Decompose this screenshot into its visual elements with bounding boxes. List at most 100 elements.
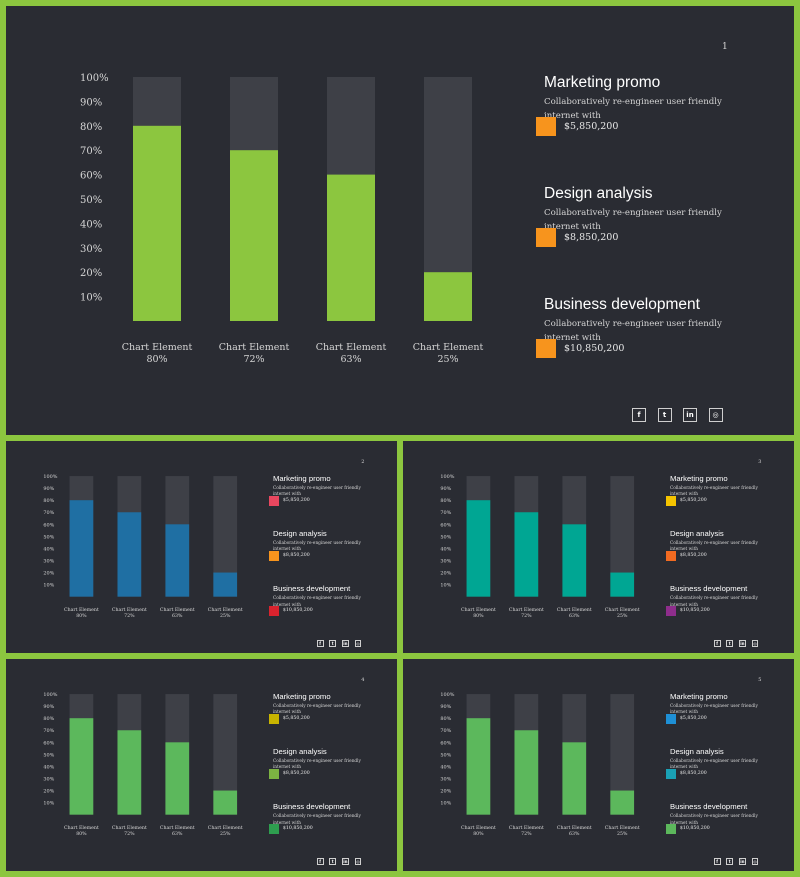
category-label: Chart Element: [461, 607, 496, 613]
twitter-icon[interactable]: t: [726, 858, 734, 866]
y-tick-label: 50%: [43, 534, 54, 540]
instagram-icon[interactable]: ◎: [751, 640, 759, 648]
y-tick-label: 40%: [80, 219, 102, 230]
color-square: [268, 606, 279, 616]
facebook-icon[interactable]: f: [632, 408, 646, 422]
bar: [514, 730, 539, 815]
item-value: $5,850,200: [564, 121, 619, 132]
page-number: 5: [758, 676, 762, 683]
instagram-icon[interactable]: ◎: [354, 858, 362, 866]
legend-item: Marketing promo Collaboratively re-engine…: [268, 474, 362, 506]
category-label: Chart Element: [509, 825, 544, 831]
category-label: Chart Element: [461, 825, 496, 831]
instagram-icon[interactable]: ◎: [354, 640, 362, 648]
value-row: $8,850,200: [665, 769, 759, 779]
page-number: 1: [722, 42, 728, 52]
data-label: 25%: [437, 354, 458, 365]
value-row: $8,850,200: [665, 551, 759, 561]
item-value: $10,850,200: [282, 826, 313, 832]
item-title: Design analysis: [272, 528, 327, 538]
twitter-icon[interactable]: t: [657, 408, 672, 422]
facebook-icon[interactable]: f: [713, 858, 721, 866]
item-value: $8,850,200: [282, 771, 310, 777]
legend-item: Business development Collaboratively re-e…: [665, 584, 759, 616]
item-description: Collaboratively re-engineer user friendl…: [544, 97, 722, 121]
social-icons: f t in ◎: [713, 858, 765, 866]
value-row: $8,850,200: [536, 228, 724, 247]
y-tick-label: 60%: [440, 522, 451, 528]
bar: [165, 524, 190, 597]
instagram-icon[interactable]: ◎: [708, 408, 723, 422]
bar-chart: 10% 20% 30% 40% 50% 60% 70% 80% 90% 100% Chart Ele…: [43, 474, 242, 619]
bar-chart: 10% 20% 30% 40% 50% 60% 70% 80% 90% 100% Chart Ele…: [43, 692, 243, 837]
linkedin-icon[interactable]: in: [738, 640, 746, 648]
y-tick-label: 100%: [43, 692, 57, 698]
y-tick-label: 10%: [43, 583, 54, 589]
data-label: 63%: [172, 831, 183, 837]
linkedin-icon[interactable]: in: [341, 640, 349, 648]
y-tick-label: 70%: [440, 510, 451, 516]
item-value: $5,850,200: [282, 498, 310, 504]
item-title: Design analysis: [272, 746, 327, 756]
slide-2: 2 10% 20% 30% 40% 50% 60% 70% 80% 90% 100% Chart El…: [6, 441, 397, 653]
y-tick-label: 60%: [43, 522, 54, 528]
y-tick-label: 40%: [440, 546, 451, 552]
data-label: 80%: [76, 831, 87, 837]
y-tick-label: 90%: [80, 97, 102, 108]
y-tick-label: 10%: [80, 293, 102, 304]
y-tick-label: 90%: [43, 704, 54, 710]
bar-chart: 10% 20% 30% 40% 50% 60% 70% 80% 90% 100% Chart Ele…: [440, 474, 639, 619]
item-value: $5,850,200: [679, 498, 707, 504]
facebook-icon[interactable]: f: [316, 858, 324, 866]
color-square: [268, 551, 279, 561]
bar-background: [610, 694, 635, 815]
color-square: [268, 769, 279, 779]
linkedin-icon[interactable]: in: [738, 858, 746, 866]
item-title: Design analysis: [669, 746, 724, 756]
item-value: $8,850,200: [679, 771, 707, 777]
value-row: $5,850,200: [665, 714, 759, 724]
y-tick-label: 10%: [440, 801, 451, 807]
bar: [424, 272, 472, 321]
instagram-icon[interactable]: ◎: [751, 858, 759, 866]
linkedin-icon[interactable]: in: [341, 858, 349, 866]
facebook-icon[interactable]: f: [713, 640, 721, 648]
twitter-icon[interactable]: t: [726, 640, 734, 648]
bar: [69, 500, 94, 597]
data-label: 25%: [617, 613, 628, 619]
twitter-icon[interactable]: t: [329, 640, 337, 648]
facebook-icon[interactable]: f: [316, 640, 324, 648]
item-description: Collaboratively re-engineer user friendl…: [669, 758, 758, 771]
y-tick-label: 80%: [440, 498, 451, 504]
item-title: Marketing promo: [669, 691, 728, 701]
slide-1: 1 10% 20% 30% 40% 50% 60% 70% 80% 90% 100% Chart El…: [6, 6, 794, 435]
y-tick-label: 90%: [440, 704, 451, 710]
item-description: Collaboratively re-engineer user friendl…: [272, 540, 361, 553]
value-row: $10,850,200: [665, 606, 759, 616]
value-row: $5,850,200: [665, 496, 759, 506]
legend-item: Design analysis Collaboratively re-engine…: [665, 746, 759, 779]
twitter-icon[interactable]: t: [329, 858, 337, 866]
category-label: Chart Element: [160, 825, 195, 831]
data-label: 80%: [473, 613, 484, 619]
item-value: $8,850,200: [282, 553, 310, 559]
item-value: $10,850,200: [679, 608, 710, 614]
item-title: Design analysis: [544, 185, 653, 202]
data-label: 72%: [124, 613, 135, 619]
data-label: 63%: [569, 831, 580, 837]
category-label: Chart Element: [208, 825, 243, 831]
linkedin-icon[interactable]: in: [683, 408, 697, 422]
category-label: Chart Element: [605, 825, 640, 831]
y-tick-label: 70%: [440, 728, 451, 734]
item-description: Collaboratively re-engineer user friendl…: [669, 703, 758, 716]
data-label: 63%: [340, 354, 361, 365]
data-label: 25%: [617, 831, 628, 837]
data-label: 72%: [243, 354, 264, 365]
social-icons: f t in ◎: [316, 640, 368, 648]
item-value: $10,850,200: [564, 343, 625, 354]
category-label: Chart Element: [112, 825, 147, 831]
bar: [69, 718, 94, 815]
slide-4: 4 10% 20% 30% 40% 50% 60% 70% 80% 90% 100% Chart El…: [6, 659, 397, 871]
data-label: 80%: [76, 613, 87, 619]
color-square: [665, 824, 676, 834]
